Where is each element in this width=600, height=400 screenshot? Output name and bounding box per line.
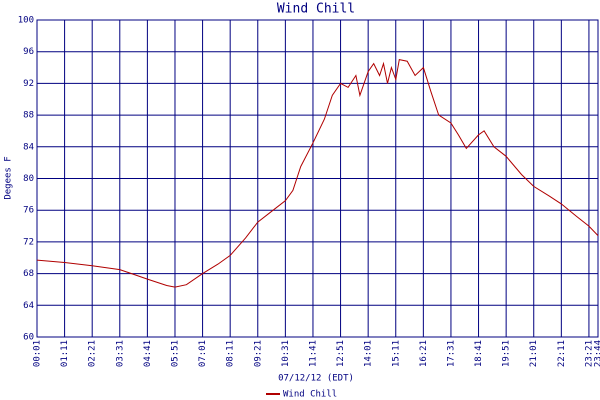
y-tick-label: 88 xyxy=(23,111,34,121)
x-tick-label: 00:01 xyxy=(33,340,43,367)
x-tick-label: 03:31 xyxy=(115,340,125,367)
y-tick-label: 80 xyxy=(23,174,34,184)
x-tick-label: 05:51 xyxy=(170,340,180,367)
x-tick-label: 22:11 xyxy=(557,340,567,367)
y-tick-label: 72 xyxy=(23,237,34,247)
line xyxy=(36,59,599,288)
y-tick-label: 96 xyxy=(23,47,34,57)
x-tick-label: 23:44 xyxy=(594,340,600,367)
x-tick-label: 14:01 xyxy=(364,340,374,367)
x-tick-label: 17:31 xyxy=(446,340,456,367)
x-axis-label: 07/12/12 (EDT) xyxy=(278,374,354,384)
chart-title: Wind Chill xyxy=(277,2,355,17)
x-tick-label: 09:21 xyxy=(253,340,263,367)
y-tick-label: 100 xyxy=(18,16,34,26)
x-tick-label: 01:11 xyxy=(60,340,70,367)
x-tick-label: 04:41 xyxy=(143,340,153,367)
y-tick-label: 84 xyxy=(23,142,34,152)
y-tick-label: 76 xyxy=(23,206,34,216)
x-tick-label: 16:21 xyxy=(419,340,429,367)
x-tick-label: 23:21 xyxy=(584,340,594,367)
y-tick-label: 64 xyxy=(23,301,34,311)
x-tick-label: 18:41 xyxy=(474,340,484,367)
x-tick-label: 15:11 xyxy=(391,340,401,367)
x-tick-label: 19:51 xyxy=(502,340,512,367)
y-axis-label: Degees F xyxy=(4,156,14,199)
plot-frame xyxy=(36,19,599,338)
x-tick-label: 08:11 xyxy=(226,340,236,367)
x-tick-label: 10:31 xyxy=(281,340,291,367)
legend-label: Wind Chill xyxy=(283,390,337,400)
x-tick-label: 02:21 xyxy=(88,340,98,367)
y-tick-label: 60 xyxy=(23,333,34,343)
x-tick-label: 07:01 xyxy=(198,340,208,367)
y-tick-label: 68 xyxy=(23,269,34,279)
x-tick-label: 21:01 xyxy=(529,340,539,367)
x-tick-label: 11:41 xyxy=(308,340,318,367)
y-tick-label: 92 xyxy=(23,79,34,89)
x-tick-label: 12:51 xyxy=(336,340,346,367)
